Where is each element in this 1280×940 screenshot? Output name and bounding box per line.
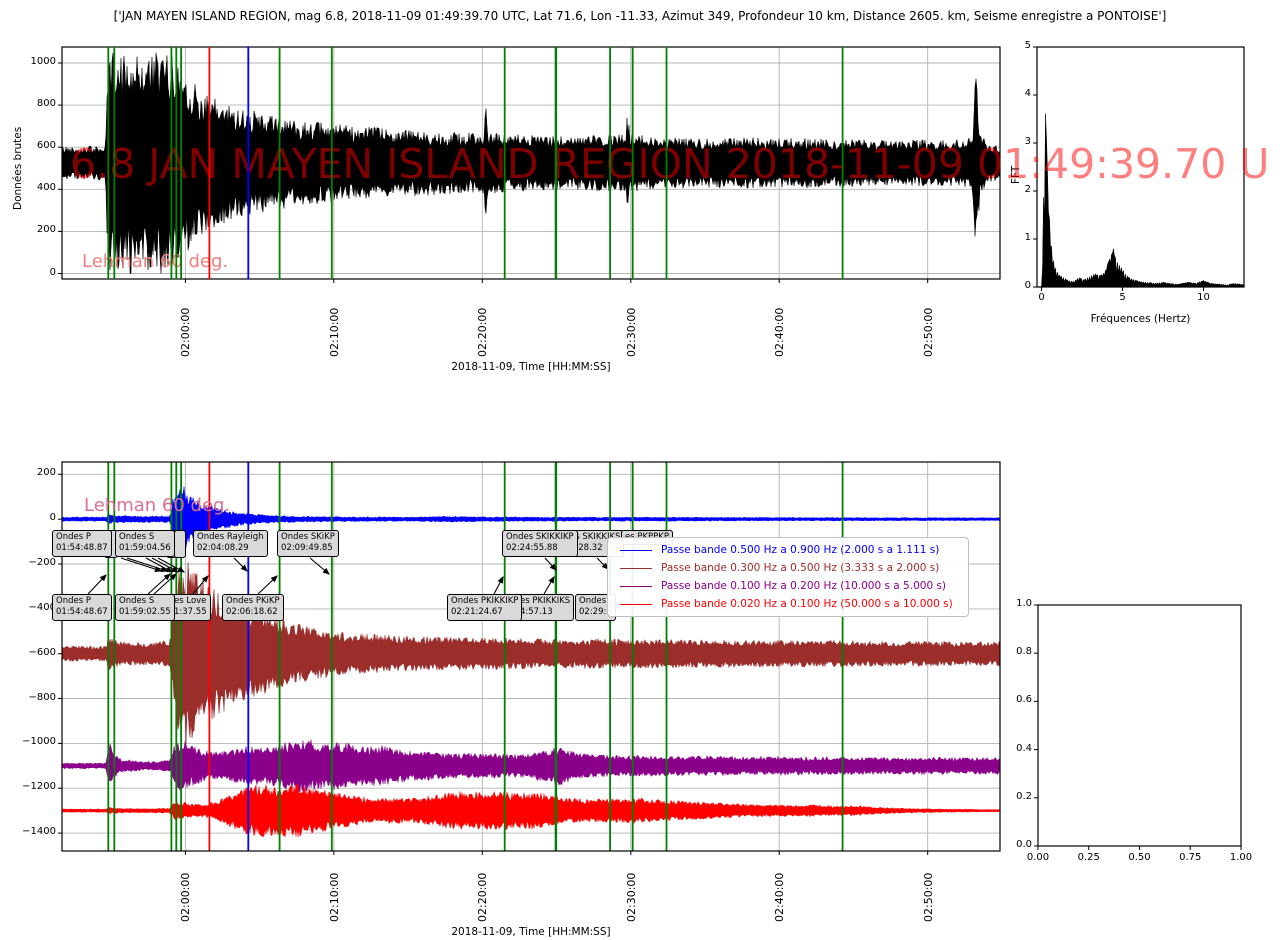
raw-ytick-label: 200 xyxy=(36,224,56,236)
legend-label: Passe bande 0.100 Hz a 0.200 Hz (10.000 … xyxy=(661,580,947,592)
filtered-ytick-label: −800 xyxy=(28,691,56,703)
phase-time: 02:04:08.29 xyxy=(197,543,249,554)
fft-xtick-label: 10 xyxy=(1197,292,1210,303)
phase-annotation-box: es Love 1:37.55 xyxy=(170,594,211,621)
empty-xtick-label: 0.75 xyxy=(1179,852,1202,863)
filtered-ytick-label: −600 xyxy=(28,646,56,658)
raw-plot-phase-lines xyxy=(107,47,844,279)
phase-name: es PKIKKIKS xyxy=(520,596,571,606)
raw-ytick-label: 400 xyxy=(36,182,56,194)
phase-annotation-box: Ondes PKIKKIKP 02:21:24.67 xyxy=(447,594,523,621)
phase-annotation-box: Ondes S 01:59:04.56 xyxy=(115,530,175,557)
phase-time: 01:54:48.67 xyxy=(56,607,108,618)
figure-title: ['JAN MAYEN ISLAND REGION, mag 6.8, 2018… xyxy=(113,9,1167,23)
filtered-ytick-label: 0 xyxy=(49,512,56,524)
fft-xtick-label: 5 xyxy=(1119,292,1126,303)
phase-time: 02:24:55.88 xyxy=(506,543,558,554)
filtered-ytick-label: −1200 xyxy=(22,781,56,793)
empty-ytick-label: 0.2 xyxy=(1016,790,1032,802)
phase-time: 1:37.55 xyxy=(174,607,207,618)
legend-label: Passe bande 0.020 Hz a 0.100 Hz (50.000 … xyxy=(661,598,953,610)
empty-ytick-label: 0.0 xyxy=(1016,839,1032,850)
phase-time: 8:28.32 xyxy=(570,543,603,554)
phase-time: 01:54:48.87 xyxy=(56,543,108,554)
phase-time: 02:09:49.85 xyxy=(281,543,333,554)
filtered-ytick-label: −400 xyxy=(28,601,56,613)
phase-annotation-box: Ondes SKIKKIKP 02:24:55.88 xyxy=(502,530,578,557)
phase-name: Ondes xyxy=(579,596,607,606)
raw-ytick-label: 800 xyxy=(36,98,56,110)
phase-annotation-box: Ondes Rayleigh 02:04:08.29 xyxy=(193,530,268,557)
phase-name: Ondes PKIKKIKP xyxy=(451,596,519,606)
phase-name: Ondes P xyxy=(56,596,91,606)
legend-label: Passe bande 0.300 Hz a 0.500 Hz (3.333 s… xyxy=(661,562,940,574)
phase-time: 02:06:18.62 xyxy=(226,607,278,618)
legend-line-sample xyxy=(620,567,652,569)
event-overlay-text: 6.8 JAN MAYEN ISLAND REGION 2018-11-09 0… xyxy=(70,140,1270,188)
fft-ytick-label: 5 xyxy=(1024,40,1031,51)
legend-line-sample xyxy=(620,585,652,587)
phase-time: 02:29:5 xyxy=(579,607,612,618)
filtered-xlabel: 2018-11-09, Time [HH:MM:SS] xyxy=(451,926,611,938)
phase-time: 01:59:02.55 xyxy=(119,607,171,618)
empty-xtick-label: 0.00 xyxy=(1026,852,1050,863)
filtered-ytick-label: −1000 xyxy=(22,736,56,748)
raw-ytick-label: 1000 xyxy=(30,56,56,67)
legend-line-sample xyxy=(620,603,652,605)
phase-annotation-box: Ondes P 01:54:48.87 xyxy=(52,530,112,557)
fft-xlabel: Fréquences (Hertz) xyxy=(1090,313,1191,325)
legend-entry: Passe bande 0.300 Hz a 0.500 Hz (3.333 s… xyxy=(616,562,960,574)
fft-ytick-label: 3 xyxy=(1024,136,1031,147)
phase-name: Ondes S xyxy=(119,532,155,542)
filtered-ytick-label: −200 xyxy=(28,557,56,568)
raw-ytick-label: 600 xyxy=(36,140,56,152)
legend-entry: Passe bande 0.100 Hz a 0.200 Hz (10.000 … xyxy=(616,580,960,592)
filtered-ytick-label: 200 xyxy=(36,467,56,479)
empty-ytick-label: 0.4 xyxy=(1016,742,1032,754)
raw-ytick-label: 0 xyxy=(49,266,56,278)
fft-ytick-label: 0 xyxy=(1024,280,1031,291)
empty-ytick-label: 0.8 xyxy=(1016,646,1032,658)
filtered-watermark-lehman: Lehman 60 deg. xyxy=(84,495,231,516)
fft-ytick-label: 2 xyxy=(1024,184,1031,195)
empty-ytick-label: 0.6 xyxy=(1016,694,1032,706)
phase-name: Ondes P xyxy=(56,532,91,542)
legend-label: Passe bande 0.500 Hz a 0.900 Hz (2.000 s… xyxy=(661,544,940,556)
fft-ytick-label: 4 xyxy=(1024,88,1031,99)
raw-xlabel: 2018-11-09, Time [HH:MM:SS] xyxy=(451,361,611,373)
phase-time: 4:57.13 xyxy=(520,607,553,618)
phase-annotation-box: es PKIKKIKS 4:57.13 xyxy=(516,594,575,621)
phase-name: Ondes Rayleigh xyxy=(197,532,264,542)
empty-xtick-label: 1.00 xyxy=(1229,852,1253,863)
phase-name: Ondes SKIKKIKP xyxy=(506,532,574,542)
legend-entry: Passe bande 0.500 Hz a 0.900 Hz (2.000 s… xyxy=(616,544,960,556)
raw-watermark-lehman: Lehman 60 deg. xyxy=(82,251,229,272)
phase-time: 02:21:24.67 xyxy=(451,607,503,618)
phase-annotation-box: Ondes SKiKP 02:09:49.85 xyxy=(277,530,339,557)
phase-name: Ondes S xyxy=(119,596,155,606)
phase-annotation-stub xyxy=(174,530,186,558)
phase-time: 01:59:04.56 xyxy=(119,543,171,554)
phase-annotation-box: Ondes PKiKP 02:06:18.62 xyxy=(222,594,284,621)
phase-name: es SKIKKIKS xyxy=(570,532,621,542)
empty-xtick-label: 0.25 xyxy=(1077,852,1100,863)
fft-ytick-label: 1 xyxy=(1024,232,1031,243)
phase-name: Ondes PKiKP xyxy=(226,596,280,606)
phase-name: es Love xyxy=(174,596,207,606)
legend-line-sample xyxy=(620,549,652,551)
fft-xtick-label: 0 xyxy=(1038,292,1045,303)
phase-annotation-box: Ondes P 01:54:48.67 xyxy=(52,594,112,621)
phase-name: Ondes SKiKP xyxy=(281,532,335,542)
empty-ytick-label: 1.0 xyxy=(1016,598,1032,609)
legend-entry: Passe bande 0.020 Hz a 0.100 Hz (50.000 … xyxy=(616,598,960,610)
legend: Passe bande 0.500 Hz a 0.900 Hz (2.000 s… xyxy=(607,537,969,617)
empty-xtick-label: 0.50 xyxy=(1128,852,1151,863)
filtered-ytick-label: −1400 xyxy=(22,826,56,838)
phase-annotation-box: Ondes S 01:59:02.55 xyxy=(115,594,175,621)
